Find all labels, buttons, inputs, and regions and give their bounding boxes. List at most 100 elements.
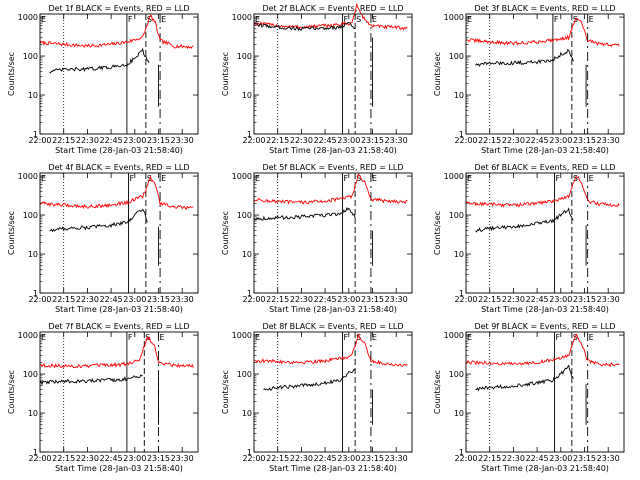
x-tick-label: 23:00: [123, 295, 146, 304]
x-tick-label: 22:45: [100, 454, 123, 463]
x-tick-label: 23:00: [337, 136, 360, 145]
x-tick-label: 22:30: [502, 136, 525, 145]
marker-label-s: S: [356, 15, 361, 24]
panel-title: Det 5f BLACK = Events, RED = LLD: [262, 163, 403, 172]
marker-label-f: F: [128, 333, 133, 342]
series-red-lld: [39, 335, 194, 369]
x-tick-label: 22:30: [76, 136, 99, 145]
marker-label-e: E: [255, 15, 260, 24]
y-tick-label: 100: [23, 52, 38, 61]
panel-title: Det 8f BLACK = Events, RED = LLD: [262, 322, 403, 331]
panel-det-4: Det 4f BLACK = Events, RED = LLD Counts/s…: [7, 163, 199, 314]
y-axis-label: Counts/sec: [7, 211, 16, 255]
panel-det-9: Det 9f BLACK = Events, RED = LLD Counts/s…: [433, 322, 625, 473]
y-tick-label: 100: [237, 52, 252, 61]
x-tick-label: 22:00: [242, 136, 265, 145]
y-tick-label: 100: [237, 370, 252, 379]
x-tick-label: 22:00: [242, 295, 265, 304]
x-tick-label: 22:15: [52, 295, 75, 304]
marker-label-e: E: [467, 15, 472, 24]
marker-label-f: F: [343, 174, 348, 183]
x-tick-label: 22:45: [100, 295, 123, 304]
y-tick-label: 1000: [444, 13, 464, 22]
series-red-lld: [253, 3, 408, 31]
x-tick-label: 23:15: [573, 136, 596, 145]
x-tick-label: 22:45: [526, 136, 549, 145]
x-tick-label: 22:15: [52, 454, 75, 463]
y-tick-label: 10: [454, 250, 464, 259]
marker-label-e: E: [372, 174, 377, 183]
x-tick-label: 23:15: [147, 295, 170, 304]
marker-label-s: S: [147, 15, 152, 24]
marker-label-e: E: [372, 333, 377, 342]
x-tick-label: 22:45: [314, 454, 337, 463]
x-tick-label: 22:30: [290, 295, 313, 304]
marker-label-e: E: [161, 15, 166, 24]
series-black-events: [253, 21, 356, 32]
y-tick-label: 10: [242, 91, 252, 100]
x-tick-label: 22:15: [478, 136, 501, 145]
plot-frame: [39, 13, 199, 135]
panel-det-7: Det 7f BLACK = Events, RED = LLD Counts/s…: [7, 322, 199, 473]
x-tick-label: 22:00: [28, 454, 51, 463]
x-tick-label: 23:30: [597, 454, 620, 463]
y-tick-label: 1000: [18, 172, 38, 181]
y-tick-label: 1000: [232, 13, 252, 22]
x-axis-label: Start Time (28-Jan-03 21:58:40): [55, 146, 183, 155]
x-tick-label: 23:00: [123, 454, 146, 463]
y-tick-label: 10: [454, 409, 464, 418]
y-tick-label: 10: [28, 250, 38, 259]
panel-title: Det 4f BLACK = Events, RED = LLD: [48, 163, 189, 172]
panel-title: Det 1f BLACK = Events, RED = LLD: [48, 4, 189, 13]
y-tick-label: 1000: [232, 172, 252, 181]
y-tick-label: 10: [242, 409, 252, 418]
marker-label-e: E: [372, 15, 377, 24]
series-black-events: [475, 207, 574, 233]
x-tick-label: 22:45: [314, 295, 337, 304]
x-tick-label: 23:30: [385, 295, 408, 304]
plot-frame: [465, 331, 625, 453]
series-red-lld: [254, 332, 408, 367]
panel-det-1: Det 1f BLACK = Events, RED = LLD Counts/s…: [7, 4, 199, 155]
y-tick-label: 10: [28, 409, 38, 418]
y-tick-label: 1: [459, 289, 464, 298]
panel-det-3: Det 3f BLACK = Events, RED = LLD Counts/s…: [433, 4, 625, 155]
x-tick-label: 22:15: [266, 454, 289, 463]
x-tick-label: 23:15: [361, 295, 384, 304]
panel-det-5: Det 5f BLACK = Events, RED = LLD Counts/s…: [221, 163, 413, 314]
series-red-lld: [39, 14, 194, 50]
y-tick-label: 1: [459, 130, 464, 139]
panel-title: Det 7f BLACK = Events, RED = LLD: [48, 322, 189, 331]
x-axis-label: Start Time (28-Jan-03 21:58:40): [55, 464, 183, 473]
marker-label-e: E: [161, 174, 166, 183]
x-tick-label: 23:30: [171, 136, 194, 145]
marker-label-e: E: [41, 333, 46, 342]
series-black-events: [39, 374, 143, 386]
y-tick-label: 1: [247, 130, 252, 139]
series-black-events: [49, 47, 150, 74]
x-tick-label: 23:30: [597, 295, 620, 304]
x-tick-label: 22:15: [266, 136, 289, 145]
x-tick-label: 22:00: [28, 295, 51, 304]
panel-title: Det 6f BLACK = Events, RED = LLD: [474, 163, 615, 172]
marker-label-e: E: [41, 174, 46, 183]
marker-label-e: E: [589, 333, 594, 342]
x-axis-label: Start Time (28-Jan-03 21:58:40): [269, 146, 397, 155]
y-tick-label: 1: [247, 289, 252, 298]
series-red-lld: [465, 333, 620, 368]
x-tick-label: 23:15: [361, 454, 384, 463]
marker-label-e: E: [589, 15, 594, 24]
panel-title: Det 2f BLACK = Events, RED = LLD: [262, 4, 403, 13]
x-axis-label: Start Time (28-Jan-03 21:58:40): [55, 305, 183, 314]
marker-label-s: S: [356, 333, 361, 342]
y-axis-label: Counts/sec: [433, 211, 442, 255]
y-tick-label: 1000: [18, 331, 38, 340]
x-axis-label: Start Time (28-Jan-03 21:58:40): [481, 146, 609, 155]
panel-det-2: Det 2f BLACK = Events, RED = LLD Counts/s…: [221, 3, 413, 155]
plot-frame: [253, 13, 413, 135]
marker-label-e: E: [467, 174, 472, 183]
panel-det-8: Det 8f BLACK = Events, RED = LLD Counts/s…: [221, 322, 413, 473]
x-tick-label: 22:30: [76, 295, 99, 304]
marker-label-f: F: [129, 174, 134, 183]
marker-label-s: S: [356, 174, 361, 183]
